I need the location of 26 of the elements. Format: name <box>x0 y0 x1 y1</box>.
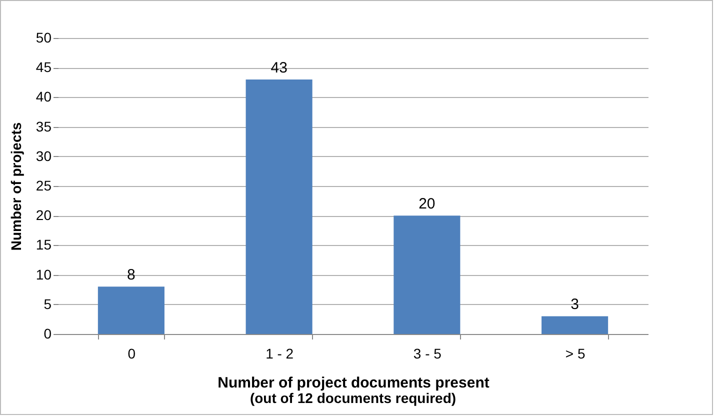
y-axis-title: Number of projects <box>8 122 24 251</box>
y-tick-label: 25 <box>36 178 52 194</box>
data-label: 3 <box>570 296 579 314</box>
y-tick-label: 5 <box>44 296 52 312</box>
y-tick-label: 20 <box>36 207 52 224</box>
data-label: 20 <box>418 196 436 213</box>
y-tick-label: 35 <box>36 118 52 134</box>
x-tick-label: 1 - 2 <box>266 346 294 362</box>
x-axis-title: Number of project documents present <box>218 374 490 392</box>
y-tick-label: 40 <box>36 88 52 105</box>
y-tick-label: 10 <box>36 266 52 282</box>
bar <box>246 79 312 334</box>
bar <box>98 286 164 334</box>
x-tick-label: 3 - 5 <box>413 346 442 362</box>
bar <box>542 316 608 334</box>
y-tick-label: 50 <box>36 30 52 46</box>
data-label: 8 <box>127 266 136 284</box>
text: (out of 12 documents required) <box>250 390 456 406</box>
data-label: 43 <box>270 59 288 76</box>
x-tick-label: 0 <box>128 346 136 362</box>
y-tick-label: 30 <box>36 148 52 164</box>
y-tick-label: 45 <box>36 59 52 76</box>
y-tick-label: 0 <box>44 326 52 342</box>
x-tick-label: > 5 <box>565 346 586 362</box>
y-tick-label: 15 <box>36 236 52 253</box>
bar <box>394 216 460 334</box>
